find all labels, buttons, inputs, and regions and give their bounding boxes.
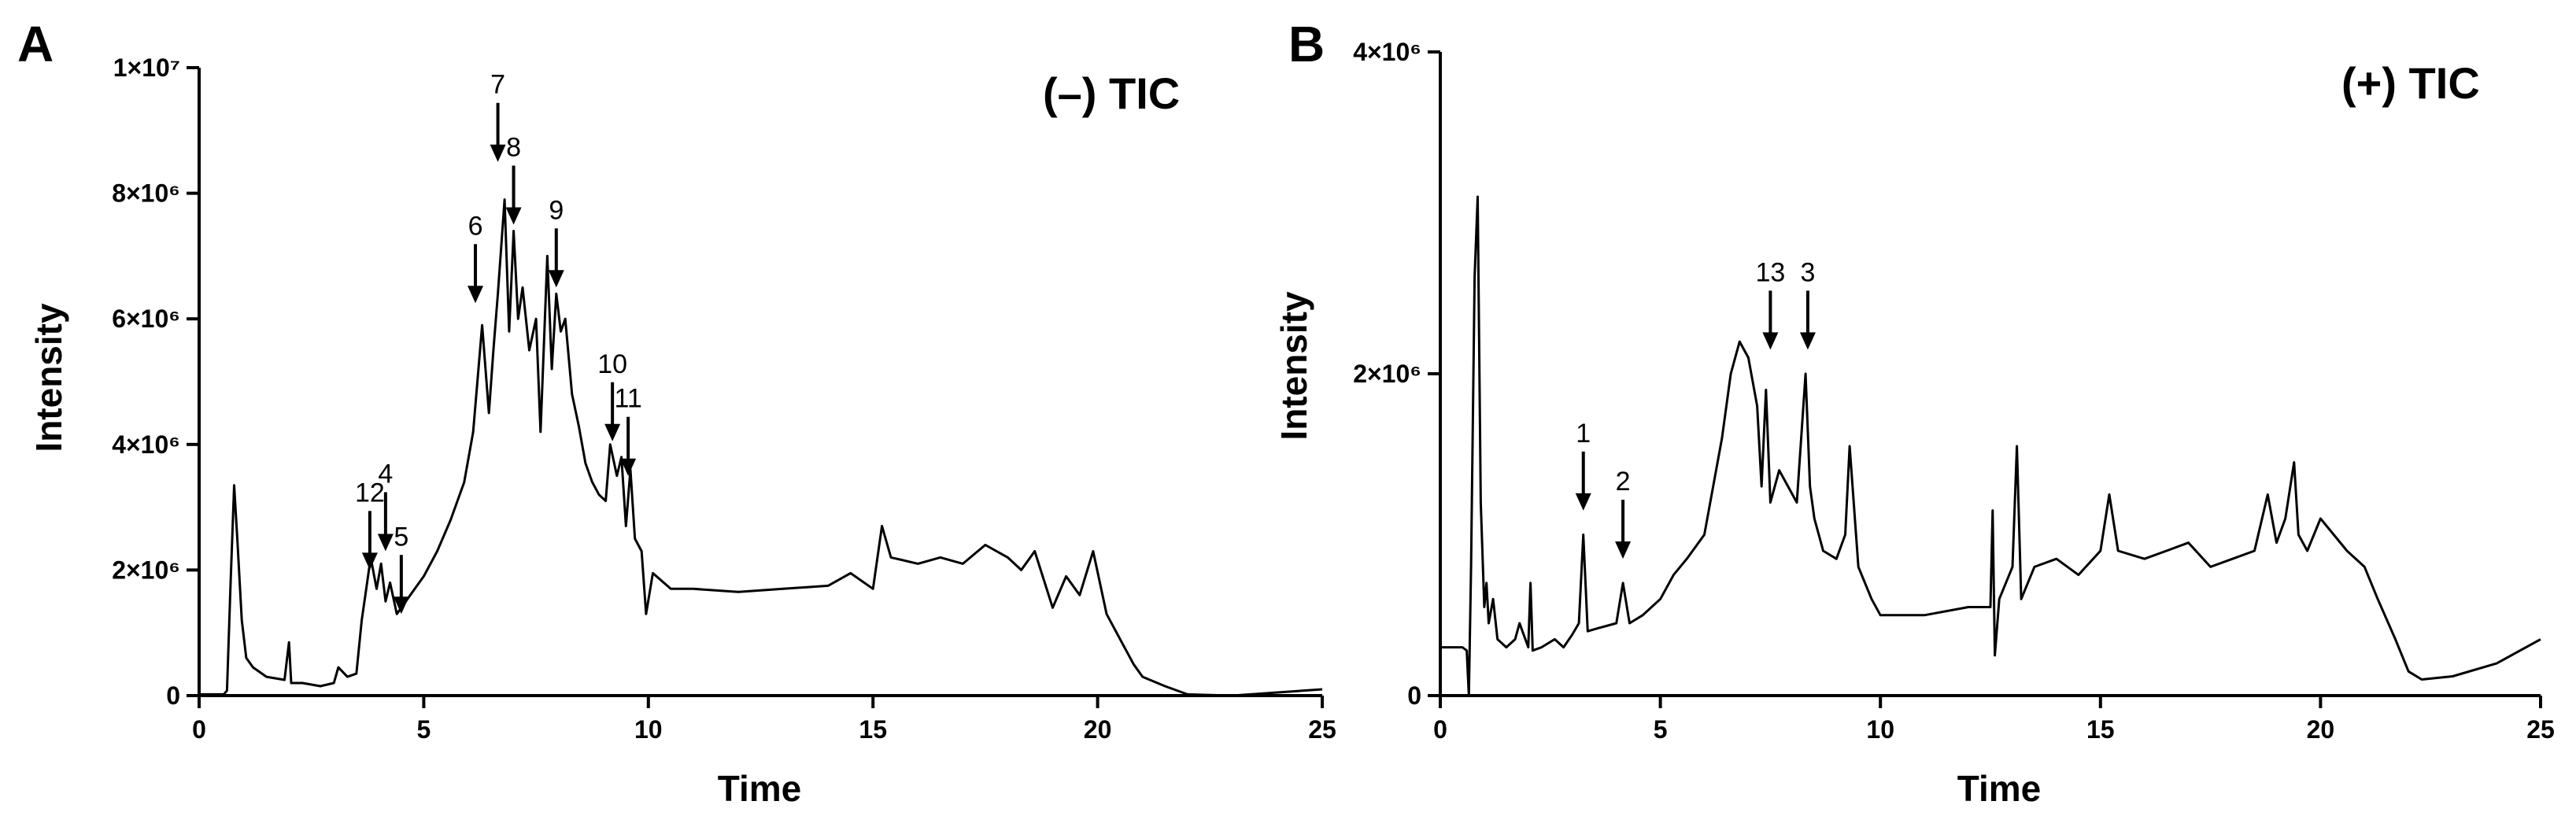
peak-label: 5 — [394, 522, 408, 552]
panel-b-title: (+) TIC — [2341, 58, 2480, 108]
panel-a-y-tick-label: 8×10⁶ — [112, 179, 180, 208]
panel-a-x-tick-label: 15 — [859, 715, 887, 744]
peak-label: 4 — [378, 459, 393, 489]
peak-arrow-head — [1615, 541, 1632, 559]
peak-label: 8 — [506, 133, 521, 163]
peak-label: 3 — [1800, 257, 1815, 287]
panel-a-y-axis-label: Intensity — [28, 303, 69, 452]
panel-b-y-tick-label: 2×10⁶ — [1353, 360, 1421, 388]
peak-label: 2 — [1616, 467, 1631, 497]
panel-b: B (+) TIC Time Intensity 0 5 10 15 20 25 0 2×10… — [1273, 16, 2555, 809]
panel-a: A (–) TIC Time Intensity 0 5 10 15 20 25 0 2×10… — [17, 16, 1336, 809]
panel-a-y-tick-label: 6×10⁶ — [112, 305, 180, 333]
panel-b-x-tick-label: 5 — [1654, 715, 1668, 744]
panel-b-x-tick-label: 10 — [1866, 715, 1894, 744]
peak-arrow-head — [505, 207, 522, 225]
panel-b-x-tick-label: 0 — [1433, 715, 1447, 744]
panel-b-x-tick-label: 25 — [2526, 715, 2555, 744]
peak-arrow-head — [604, 423, 621, 441]
peak-label: 10 — [597, 349, 627, 379]
panel-a-x-tick-label: 5 — [417, 715, 431, 744]
peak-label: 11 — [614, 384, 641, 414]
peak-label: 9 — [549, 195, 564, 225]
peak-arrow-head — [490, 144, 506, 162]
peak-arrow-head — [620, 458, 637, 476]
panel-b-tic-trace — [1440, 195, 2541, 697]
panel-a-y-tick-label: 2×10⁶ — [112, 556, 180, 584]
peak-arrow-head — [468, 286, 484, 304]
peak-label: 12 — [355, 478, 385, 508]
panel-b-y-tick-label: 4×10⁶ — [1353, 38, 1421, 66]
panel-b-y-tick-label: 0 — [1407, 681, 1421, 710]
peak-arrow-head — [1762, 332, 1779, 350]
peak-label: 13 — [1755, 257, 1785, 287]
panel-b-letter: B — [1288, 16, 1325, 72]
panel-a-x-tick-label: 10 — [634, 715, 663, 744]
peak-arrow-head — [361, 552, 378, 570]
panel-b-y-axis-label: Intensity — [1273, 291, 1314, 441]
peak-arrow-head — [1799, 332, 1816, 350]
panel-a-y-tick-label: 0 — [166, 681, 180, 710]
panel-a-x-tick-label: 0 — [192, 715, 206, 744]
peak-label: 1 — [1576, 419, 1591, 449]
panel-a-x-tick-label: 25 — [1308, 715, 1336, 744]
peak-arrow-head — [1575, 493, 1591, 511]
peak-label: 7 — [490, 70, 505, 100]
panel-a-tic-trace — [199, 198, 1323, 697]
panel-b-x-axis-label: Time — [1957, 768, 2042, 809]
panel-a-y-tick-label: 4×10⁶ — [112, 430, 180, 459]
panel-a-x-axis-label: Time — [718, 768, 802, 809]
peak-arrow-head — [377, 534, 394, 552]
panel-a-x-tick-label: 20 — [1084, 715, 1112, 744]
panel-b-x-tick-label: 15 — [2086, 715, 2115, 744]
panel-a-title: (–) TIC — [1043, 68, 1180, 118]
panel-a-y-tick-label: 1×10⁷ — [113, 54, 180, 82]
panel-b-x-tick-label: 20 — [2307, 715, 2335, 744]
peak-label: 6 — [468, 211, 483, 241]
peak-arrow-head — [393, 596, 409, 615]
peak-arrow-head — [548, 270, 564, 288]
panel-a-letter: A — [17, 16, 54, 72]
